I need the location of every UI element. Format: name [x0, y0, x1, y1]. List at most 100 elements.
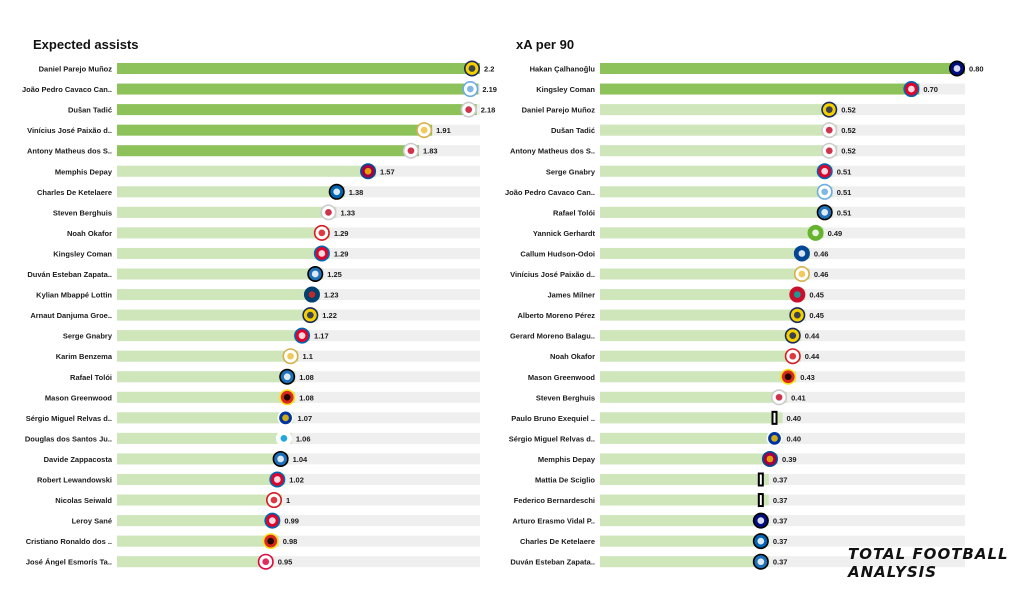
xa-total-value-label: 1.25: [327, 270, 342, 279]
xa-total-category-label: Noah Okafor: [67, 229, 112, 238]
xa-total-category-label: Dušan Tadić: [68, 106, 112, 115]
xa-per90-track: [600, 453, 965, 465]
xa-total-category-label: Kylian Mbappé Lottin: [36, 291, 112, 300]
xa-total-category-label: José Ángel Esmorís Ta..: [26, 558, 112, 567]
xa-total-bar: [117, 556, 274, 568]
chart-title-expected-assists: Expected assists: [33, 37, 139, 52]
xa-per90-bar: [600, 350, 801, 362]
xa-total-club-badge-icon: [279, 389, 296, 406]
xa-total-bar: [117, 350, 299, 362]
xa-per90-track: [600, 474, 965, 485]
xa-total-club-badge-icon: [313, 245, 330, 262]
xa-per90-club-badge-icon: [821, 122, 838, 139]
xa-per90-bar: [600, 371, 797, 383]
xa-per90-club-badge-icon: [821, 142, 838, 159]
xa-total-value-label: 2.2: [484, 65, 494, 74]
xa-total-category-label: João Pedro Cavaco Can..: [22, 85, 112, 94]
xa-per90-bar: [600, 227, 824, 239]
xa-total-club-badge-icon: [266, 492, 282, 509]
xa-per90-club-badge-icon: [903, 81, 920, 98]
xa-total-bar: [117, 412, 294, 424]
xa-per90-club-badge-icon: [821, 101, 838, 118]
xa-per90-track: [600, 515, 965, 527]
xa-per90-value-label: 0.49: [828, 229, 843, 238]
xa-per90-category-label: Yannick Gerhardt: [533, 229, 596, 238]
xa-total-bars: Daniel Parejo Muñoz 2.2 João Pedro Cavaco …: [22, 60, 497, 570]
xa-per90-bar: [600, 83, 920, 95]
xa-total-bar: [117, 391, 296, 403]
xa-per90-club-badge-icon: [757, 493, 764, 508]
xa-total-club-badge-icon: [279, 368, 296, 385]
xa-per90-value-label: 0.45: [809, 311, 824, 320]
xa-total-value-label: 1.08: [299, 393, 314, 402]
xa-total-bar: [117, 83, 479, 95]
xa-total-club-badge-icon: [275, 430, 292, 447]
xa-per90-value-label: 0.46: [814, 249, 829, 258]
xa-per90-category-label: Dušan Tadić: [551, 126, 595, 135]
xa-total-category-label: Robert Lewandowski: [37, 476, 112, 485]
xa-total-bar: [117, 247, 330, 259]
xa-total-category-label: Mason Greenwood: [45, 393, 113, 402]
xa-per90-bar: [600, 145, 838, 157]
xa-total-category-label: Nicolas Seiwald: [55, 496, 112, 505]
xa-per90-bar: [600, 330, 801, 342]
xa-per90-category-label: Sérgio Miguel Relvas d..: [509, 434, 595, 443]
xa-total-value-label: 1.1: [303, 352, 313, 361]
xa-total-track: [117, 556, 480, 568]
xa-total-club-badge-icon: [328, 183, 345, 200]
xa-per90-value-label: 0.37: [773, 537, 788, 546]
xa-total-club-badge-icon: [320, 204, 337, 221]
chart-title-xa-per-90: xA per 90: [516, 37, 575, 52]
xa-total-club-badge-icon: [462, 81, 479, 98]
xa-total-category-label: Daniel Parejo Muñoz: [39, 65, 113, 74]
xa-per90-bar: [600, 247, 810, 259]
xa-total-category-label: Arnaut Danjuma Groe..: [30, 311, 112, 320]
xa-per90-category-label: Arturo Erasmo Vidal P..: [512, 517, 595, 526]
xa-per90-value-label: 0.43: [800, 373, 815, 382]
xa-total-value-label: 1: [286, 496, 290, 505]
xa-per90-bar: [600, 391, 788, 403]
xa-total-value-label: 1.38: [349, 188, 364, 197]
xa-per90-bar: [600, 515, 769, 527]
xa-total-track: [117, 391, 480, 403]
xa-total-bar: [117, 330, 311, 342]
xa-per90-club-badge-icon: [807, 224, 824, 241]
xa-per90-club-badge-icon: [784, 327, 801, 344]
xa-per90-bar: [600, 289, 806, 301]
xa-total-track: [117, 535, 480, 547]
xa-per90-category-label: Alberto Moreno Pérez: [517, 311, 595, 320]
xa-per90-club-badge-icon: [752, 553, 769, 570]
xa-total-bar: [117, 309, 319, 321]
xa-total-value-label: 1.17: [314, 332, 329, 341]
xa-per90-category-label: James Milner: [547, 291, 595, 300]
xa-per90-bar: [600, 432, 783, 444]
xa-per90-category-label: Callum Hudson-Odoi: [520, 249, 595, 258]
xa-total-bar: [117, 268, 324, 280]
xa-per90-club-badge-icon: [793, 245, 810, 262]
expected-assists-chart: Daniel Parejo Muñoz 2.2 João Pedro Cavaco …: [22, 60, 497, 570]
xa-total-category-label: Antony Matheus dos S..: [27, 147, 112, 156]
xa-per90-value-label: 0.44: [805, 332, 820, 341]
xa-per90-category-label: Kingsley Coman: [536, 85, 595, 94]
xa-per90-value-label: 0.44: [805, 352, 820, 361]
xa-total-value-label: 1.33: [340, 208, 355, 217]
xa-total-club-badge-icon: [460, 101, 477, 118]
xa-total-club-badge-icon: [402, 142, 419, 159]
xa-total-value-label: 1.22: [322, 311, 337, 320]
xa-per90-club-badge-icon: [752, 512, 769, 529]
xa-per90-category-label: Charles De Ketelaere: [520, 537, 595, 546]
xa-per90-club-badge-icon: [766, 430, 783, 447]
xa-total-value-label: 1.07: [298, 414, 313, 423]
xa-per90-track: [600, 494, 965, 506]
xa-per90-value-label: 0.70: [923, 85, 938, 94]
xa-per90-bar: [600, 104, 838, 116]
xa-total-bar: [117, 535, 279, 547]
xa-total-bar: [117, 371, 296, 383]
xa-per90-track: [600, 535, 965, 547]
xa-per90-value-label: 0.37: [773, 496, 788, 505]
xa-per90-value-label: 0.40: [787, 434, 802, 443]
xa-per90-bar: [600, 186, 833, 198]
xa-per90-category-label: Vinícius José Paixão d..: [510, 270, 595, 279]
xa-total-category-label: Charles De Ketelaere: [37, 188, 112, 197]
